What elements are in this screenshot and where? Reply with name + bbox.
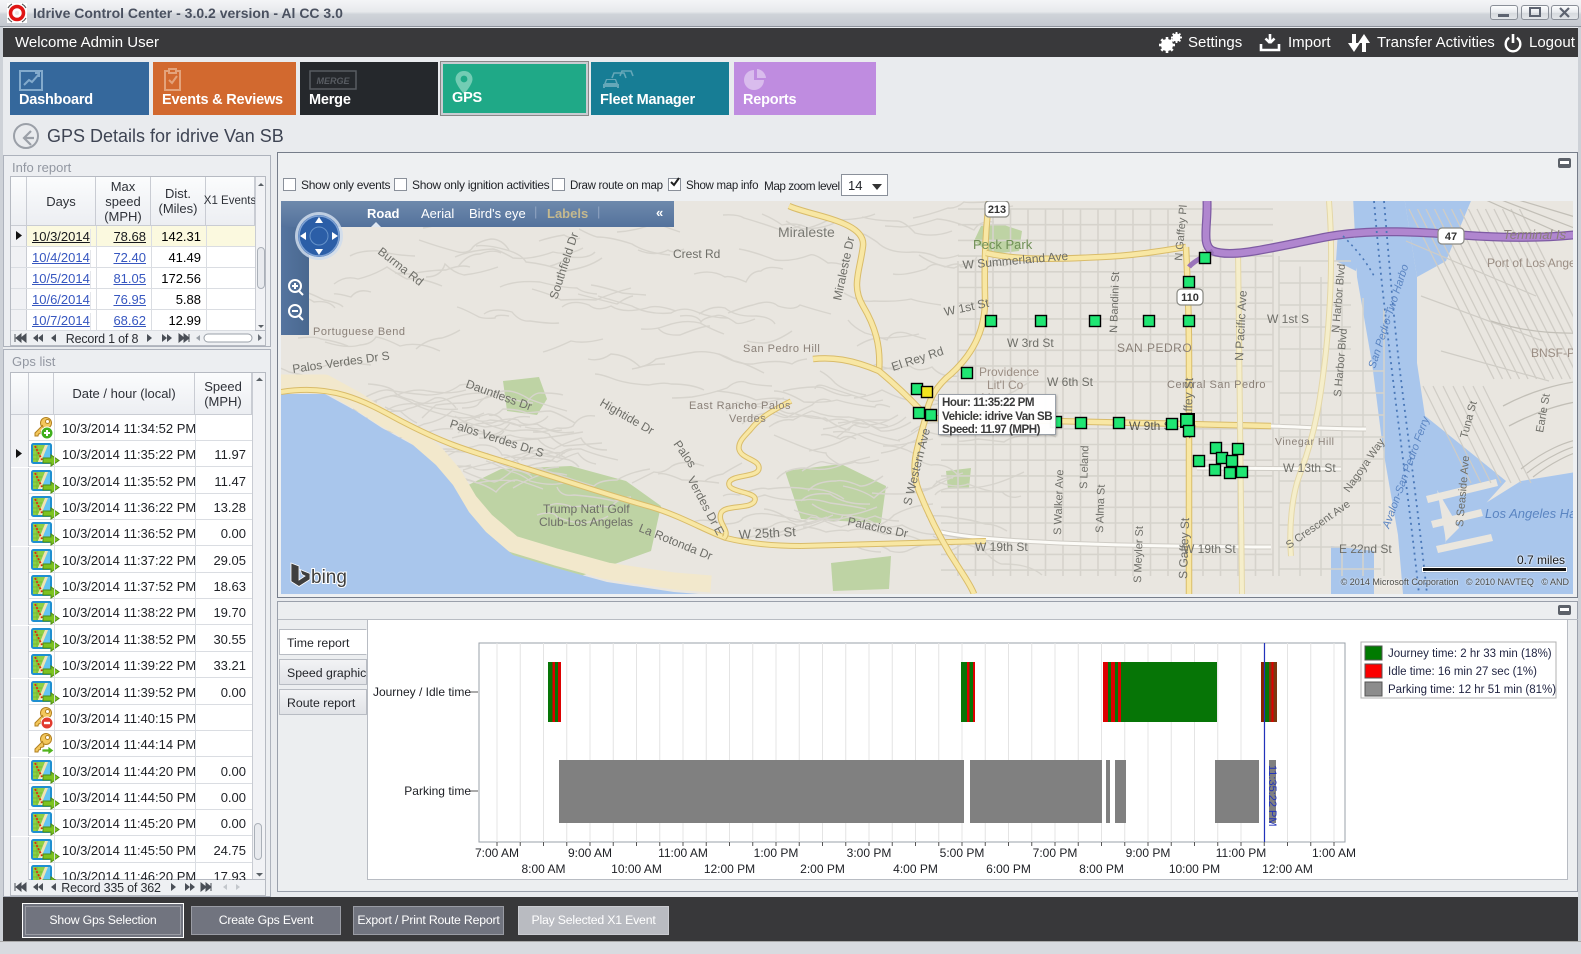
- svg-text:Providence: Providence: [979, 365, 1039, 379]
- svg-text:W 6th St: W 6th St: [1047, 375, 1094, 389]
- svg-text:Avalon-San Pedro Ferry: Avalon-San Pedro Ferry: [1380, 414, 1432, 531]
- svg-text:8:00 PM: 8:00 PM: [1079, 862, 1124, 876]
- svg-text:8:00 AM: 8:00 AM: [521, 862, 565, 876]
- svg-text:East Rancho Palos: East Rancho Palos: [689, 400, 791, 412]
- svg-text:Palos Verdes Dr S: Palos Verdes Dr S: [291, 348, 390, 376]
- svg-text:213: 213: [988, 204, 1006, 216]
- svg-text:Earle St: Earle St: [1534, 393, 1553, 434]
- svg-text:3:00 PM: 3:00 PM: [847, 846, 892, 860]
- svg-text:S Harbor Blvd: S Harbor Blvd: [1332, 328, 1350, 397]
- svg-text:Dauntless Dr: Dauntless Dr: [464, 377, 534, 414]
- svg-text:N Harbor Blvd: N Harbor Blvd: [1330, 263, 1348, 333]
- svg-text:Palos: Palos: [671, 438, 700, 471]
- svg-text:Verdes: Verdes: [729, 413, 766, 425]
- svg-text:W 13th St: W 13th St: [1283, 461, 1336, 475]
- svg-text:Club-Los Angelas: Club-Los Angelas: [539, 515, 633, 529]
- svg-text:La Rotonda Dr: La Rotonda Dr: [637, 521, 715, 563]
- svg-text:Verdes Dr E: Verdes Dr E: [684, 474, 727, 538]
- svg-text:Parking time: Parking time: [404, 784, 471, 798]
- svg-text:SAN PEDRO: SAN PEDRO: [1117, 341, 1192, 355]
- svg-text:10:00 PM: 10:00 PM: [1169, 862, 1220, 876]
- svg-text:San Pedro-Two Harbo: San Pedro-Two Harbo: [1366, 263, 1411, 370]
- svg-text:1:00 AM: 1:00 AM: [1312, 846, 1356, 860]
- svg-text:7:00 PM: 7:00 PM: [1033, 846, 1078, 860]
- svg-text:W 1st St: W 1st St: [943, 296, 991, 319]
- svg-text:Lit'l Co: Lit'l Co: [987, 378, 1024, 392]
- svg-text:El Rey Rd: El Rey Rd: [890, 344, 946, 374]
- svg-text:W 1st S: W 1st S: [1267, 312, 1309, 326]
- svg-text:5:00 PM: 5:00 PM: [940, 846, 985, 860]
- svg-text:S Meyler St: S Meyler St: [1132, 526, 1146, 583]
- svg-text:47: 47: [1445, 231, 1457, 243]
- svg-text:S Leland: S Leland: [1078, 445, 1092, 489]
- svg-text:W 25th St: W 25th St: [738, 524, 796, 542]
- svg-text:Port of Los Angel: Port of Los Angel: [1487, 256, 1573, 270]
- svg-text:W 19th St: W 19th St: [1183, 542, 1236, 556]
- svg-text:Palos Verdes Dr S: Palos Verdes Dr S: [448, 417, 546, 461]
- svg-text:Terminal Is: Terminal Is: [1503, 227, 1567, 242]
- svg-text:Vinegar Hill: Vinegar Hill: [1275, 436, 1335, 448]
- svg-text:Portuguese Bend: Portuguese Bend: [313, 326, 406, 338]
- svg-text:N Bandini St: N Bandini St: [1108, 272, 1122, 334]
- svg-text:W 9th St: W 9th St: [1129, 419, 1176, 433]
- svg-text:Palacios Dr: Palacios Dr: [846, 514, 909, 540]
- svg-text:N Gaffey Pl: N Gaffey Pl: [1173, 204, 1190, 261]
- svg-text:N Pacific Ave: N Pacific Ave: [1232, 290, 1250, 361]
- svg-text:Hightide Dr: Hightide Dr: [598, 395, 657, 437]
- svg-text:Burma Rd: Burma Rd: [375, 244, 426, 288]
- svg-text:San Pedro Hill: San Pedro Hill: [743, 343, 820, 355]
- svg-text:Trump Nat'l Golf: Trump Nat'l Golf: [543, 502, 630, 516]
- svg-text:11:00 PM: 11:00 PM: [1216, 846, 1266, 860]
- svg-text:W Summerland Ave: W Summerland Ave: [962, 249, 1069, 272]
- svg-text:BNSF-Port: BNSF-Port: [1531, 346, 1573, 360]
- svg-text:2:00 PM: 2:00 PM: [800, 862, 845, 876]
- svg-text:S Seaside Ave: S Seaside Ave: [1454, 455, 1472, 527]
- svg-text:Miraleste: Miraleste: [778, 224, 835, 240]
- svg-text:9:00 AM: 9:00 AM: [568, 846, 612, 860]
- svg-text:Tuna St: Tuna St: [1458, 400, 1479, 440]
- svg-text:11:35:22 PM: 11:35:22 PM: [1266, 765, 1278, 827]
- svg-text:11:00 AM: 11:00 AM: [658, 846, 708, 860]
- svg-text:10:00 AM: 10:00 AM: [611, 862, 662, 876]
- svg-text:12:00 AM: 12:00 AM: [1262, 862, 1313, 876]
- svg-text:Miraleste Dr: Miraleste Dr: [830, 235, 857, 301]
- svg-text:MERGE: MERGE: [316, 76, 350, 86]
- svg-text:Journey / Idle time: Journey / Idle time: [373, 685, 471, 699]
- svg-text:Central San Pedro: Central San Pedro: [1167, 379, 1266, 391]
- svg-text:4:00 PM: 4:00 PM: [893, 862, 938, 876]
- svg-text:E 22nd St: E 22nd St: [1339, 542, 1392, 556]
- svg-text:9:00 PM: 9:00 PM: [1126, 846, 1171, 860]
- svg-text:S Alma St: S Alma St: [1094, 484, 1108, 533]
- svg-text:Idle time: 16 min 27 sec (1%): Idle time: 16 min 27 sec (1%): [1388, 666, 1537, 678]
- svg-text:S Walker Ave: S Walker Ave: [1052, 469, 1066, 535]
- svg-text:12:00 PM: 12:00 PM: [704, 862, 755, 876]
- svg-text:W 19th St: W 19th St: [975, 540, 1028, 554]
- svg-text:W 3rd St: W 3rd St: [1007, 336, 1054, 350]
- svg-text:Parking time: 12 hr 51 min (81: Parking time: 12 hr 51 min (81%): [1388, 684, 1556, 696]
- svg-text:S Gaffey St: S Gaffey St: [1176, 517, 1192, 579]
- svg-text:1:00 PM: 1:00 PM: [754, 846, 799, 860]
- svg-text:Los Angeles Harb: Los Angeles Harb: [1485, 506, 1573, 521]
- svg-text:Peck Park: Peck Park: [973, 237, 1033, 252]
- svg-text:bing: bing: [311, 567, 347, 588]
- svg-text:Nagoya Way: Nagoya Way: [1342, 436, 1388, 495]
- svg-text:110: 110: [1181, 292, 1199, 304]
- svg-text:S Western Ave: S Western Ave: [900, 426, 933, 506]
- svg-text:6:00 PM: 6:00 PM: [986, 862, 1031, 876]
- svg-text:Journey time: 2 hr 33 min (18%: Journey time: 2 hr 33 min (18%): [1388, 648, 1552, 660]
- svg-text:7:00 AM: 7:00 AM: [475, 846, 519, 860]
- svg-text:Southfield Dr: Southfield Dr: [547, 231, 582, 301]
- svg-text:Crest Rd: Crest Rd: [673, 247, 720, 261]
